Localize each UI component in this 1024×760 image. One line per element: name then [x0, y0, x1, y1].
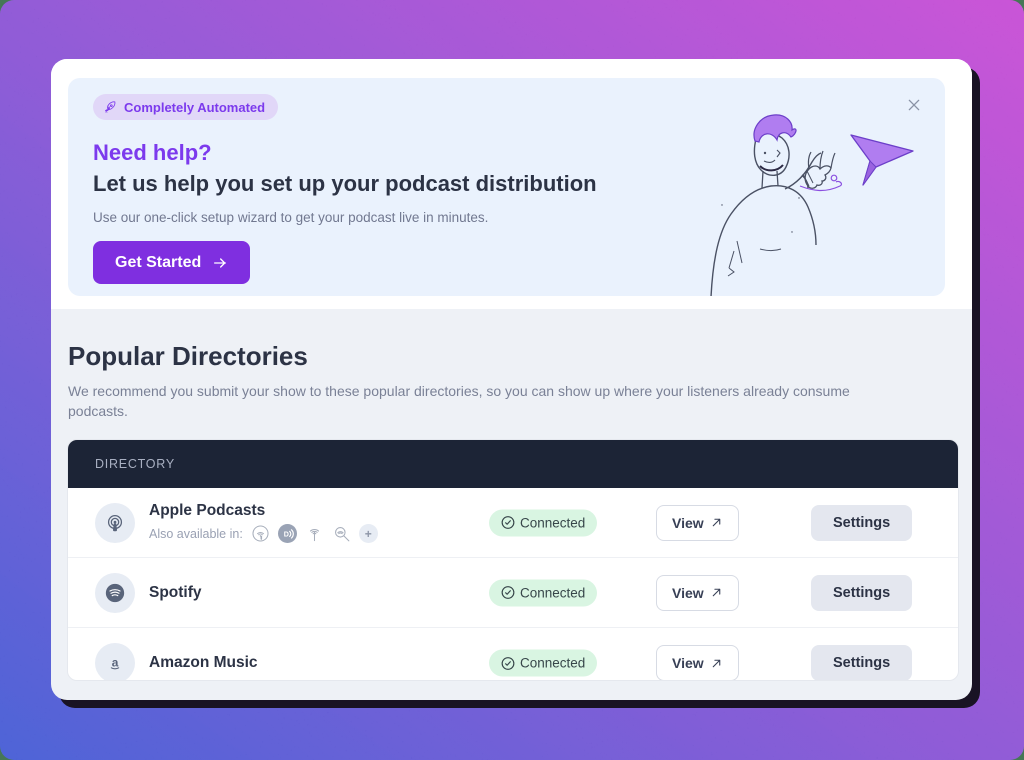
svg-text:a: a [112, 656, 119, 670]
svg-text:D: D [284, 531, 289, 539]
